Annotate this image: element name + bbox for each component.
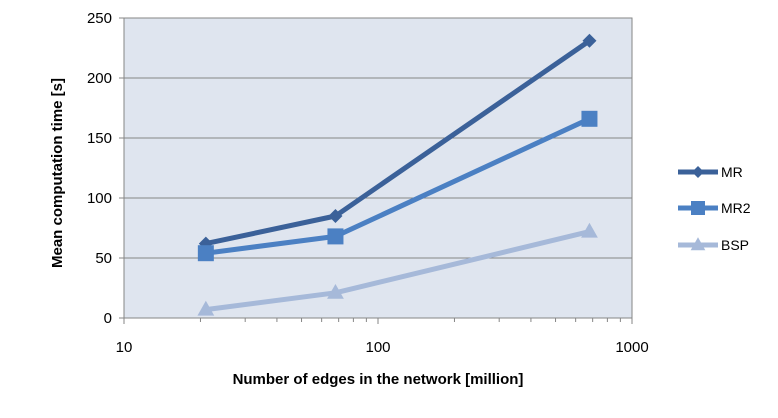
data-point-bsp — [327, 284, 344, 299]
plot-border — [123, 17, 633, 319]
series-bsp — [197, 222, 598, 316]
legend-item-bsp: BSP — [678, 237, 749, 253]
x-tick-label: 1000 — [615, 339, 648, 356]
data-point-mr — [582, 33, 597, 48]
data-point-mr2 — [197, 245, 214, 262]
y-axis-tick-labels: 0 50 100 150 200 250 — [87, 10, 112, 327]
y-tick-label: 50 — [95, 250, 112, 267]
series-layer — [197, 33, 598, 316]
y-tick-label: 150 — [87, 130, 112, 147]
legend-item-mr: MR — [678, 164, 743, 180]
data-point-mr2 — [327, 228, 344, 245]
legend-label: BSP — [721, 237, 749, 253]
legend: MR MR2 BSP — [678, 164, 751, 253]
legend-item-mr2: MR2 — [678, 200, 751, 216]
series-mr2 — [197, 110, 598, 262]
x-axis-tick-labels: 10 100 1000 — [116, 339, 649, 356]
data-point-bsp — [581, 222, 598, 238]
y-tick-label: 100 — [87, 190, 112, 207]
legend-marker — [690, 237, 706, 251]
x-tick-label: 10 — [116, 339, 133, 356]
y-tick-label: 0 — [104, 310, 112, 327]
data-point-mr2 — [581, 110, 598, 127]
legend-label: MR2 — [721, 200, 751, 216]
x-tick-label: 100 — [365, 339, 390, 356]
legend-marker — [691, 201, 705, 215]
legend-marker — [692, 166, 704, 178]
x-minor-ticks — [123, 318, 633, 324]
data-point-bsp — [197, 300, 215, 316]
x-axis-title: Number of edges in the network [million] — [233, 371, 524, 388]
y-tick-label: 250 — [87, 10, 112, 27]
legend-label: MR — [721, 164, 743, 180]
y-axis-title: Mean computation time [s] — [49, 78, 66, 268]
data-point-mr — [328, 209, 343, 223]
y-tick-label: 200 — [87, 70, 112, 87]
